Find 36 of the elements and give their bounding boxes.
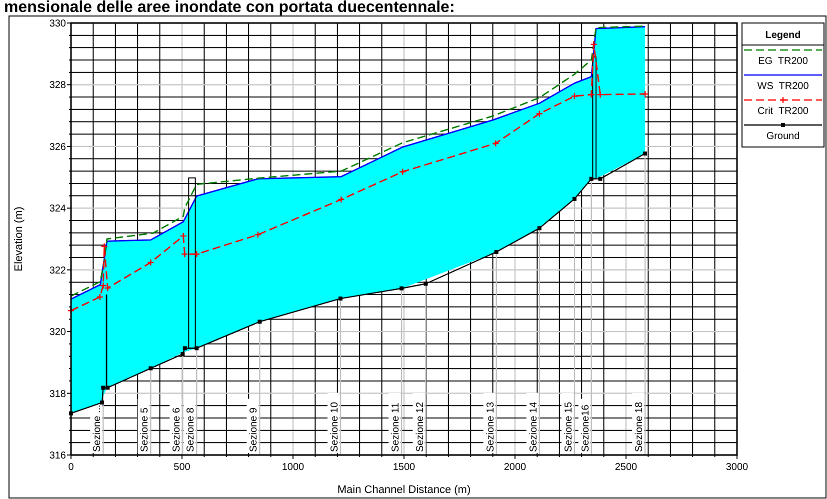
x-axis-title: Main Channel Distance (m) [337,484,471,496]
annotation: Sezione 5 [140,407,151,452]
y-tick-label: 322 [49,265,66,276]
x-tick-label: 2500 [614,462,638,473]
annotation: Sezione 15 [563,402,574,452]
annotation: Sezione ... [92,404,104,452]
x-tick-label: 2000 [504,462,527,473]
x-tick-label: 500 [174,462,191,473]
annotation: Sezione 14 [528,402,540,452]
annotation: Sezione 10 [330,402,341,452]
annotation: Sezione 13 [485,402,496,452]
y-tick-label: 324 [49,204,66,215]
x-tick-label: 1000 [282,462,305,473]
legend-label: Crit TR200 [758,106,809,117]
y-tick-label: 320 [49,327,66,338]
annotation: Sezione16 [580,404,592,452]
x-tick-label: 0 [68,462,74,473]
annotation: Sezione 6 [172,407,183,452]
x-tick-label: 3000 [726,462,749,473]
y-tick-label: 330 [49,18,66,30]
annotation: Sezione 12 [414,402,426,452]
text: WS TR200 [757,81,810,92]
x-tick-label: 1500 [392,462,416,473]
annotation: Sezione 18 [634,402,646,452]
text: EG TR200 [758,56,808,67]
chart-title: mensionale delle aree inondate con portata duecentennale: [4,0,455,16]
y-tick-label: 326 [49,142,66,153]
annotation: Sezione 8 [186,407,197,452]
legend-title: Legend [765,30,801,41]
annotation: Sezione 11 [390,402,402,452]
annotation: Sezione 9 [248,407,260,452]
y-tick-label: 328 [49,80,66,92]
y-axis-title: Elevation (m) [13,206,25,272]
legend-label: Ground [766,131,800,142]
y-tick-label: 318 [49,388,66,400]
y-tick-label: 316 [49,450,66,462]
